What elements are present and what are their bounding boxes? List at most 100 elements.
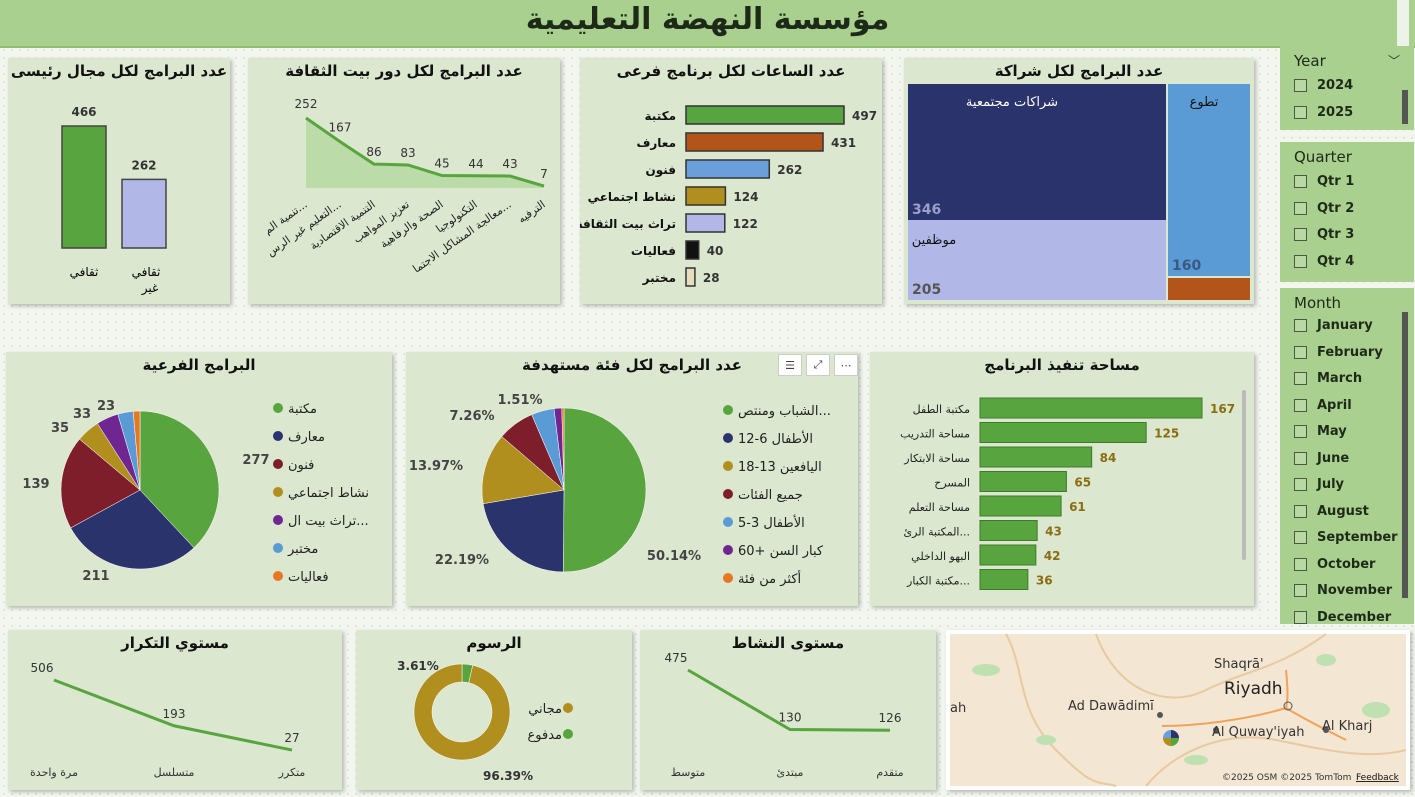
slicer-item[interactable]: December — [1294, 610, 1391, 624]
chart-repeat[interactable]: مستوي التكرار 506 193 27 مرة واحدة متسلسل متك… — [8, 630, 342, 790]
checkbox[interactable] — [1294, 584, 1307, 597]
legend-label[interactable]: تراث بيت ال... — [288, 514, 369, 529]
quarter-slicer[interactable]: Quarter Qtr 1 Qtr 2 Qtr 3 Qtr 4 — [1280, 142, 1414, 282]
slicer-item[interactable]: May — [1294, 424, 1347, 439]
legend-label[interactable]: فعاليات — [288, 570, 329, 585]
pie-slice[interactable] — [60, 438, 141, 529]
chart-fees[interactable]: الرسوم 3.61% 96.39% مجاني مدفوع — [356, 630, 632, 790]
chart-space[interactable]: مساحة تنفيذ البرنامج 167 مكتبة الطفل 125 مس… — [870, 352, 1254, 606]
legend-label[interactable]: مختبر — [287, 542, 318, 557]
bar[interactable] — [685, 105, 845, 125]
slicer-item[interactable]: November — [1294, 583, 1392, 598]
chart-subprograms[interactable]: البرامج الفرعية مكتبة معارف فنون نشاط اجتما… — [6, 352, 392, 606]
slicer-item[interactable]: June — [1294, 451, 1349, 466]
bar[interactable] — [685, 267, 696, 287]
treemap-cell-other[interactable] — [1168, 278, 1250, 300]
slicer-item[interactable]: January — [1294, 318, 1373, 333]
bar[interactable] — [979, 544, 1037, 566]
checkbox[interactable] — [1294, 531, 1307, 544]
checkbox[interactable] — [1294, 504, 1307, 518]
slicer-item[interactable]: March — [1294, 371, 1362, 386]
checkbox[interactable] — [1294, 372, 1307, 385]
bar[interactable] — [685, 132, 824, 152]
bar[interactable] — [979, 471, 1067, 492]
legend-label[interactable]: جميع الفئات — [738, 488, 803, 503]
chart-target[interactable]: عدد البرامج لكل فئة مستهدفة ☰ ⤢ ⋯ الشباب… — [406, 352, 858, 606]
slicer-item[interactable]: February — [1294, 345, 1383, 360]
slicer-item[interactable]: July — [1294, 477, 1344, 492]
year-slicer[interactable]: Year ﹀ 2024 2025 — [1280, 46, 1414, 130]
map-feedback-link[interactable]: Feedback — [1356, 773, 1400, 783]
scrollbar[interactable] — [1402, 90, 1408, 124]
bar[interactable] — [61, 125, 107, 249]
pie-slice[interactable] — [139, 410, 220, 549]
checkbox[interactable] — [1294, 478, 1307, 491]
focus-icon[interactable]: ⤢ — [806, 354, 830, 376]
pie-slice[interactable] — [132, 410, 141, 491]
bar[interactable] — [979, 397, 1203, 419]
chart-by-field[interactable]: عدد البرامج لكل مجال رئيسى 466 262 ثقافي ثق… — [8, 58, 230, 304]
checkbox[interactable] — [1294, 610, 1307, 624]
bar[interactable] — [685, 186, 727, 206]
legend-label[interactable]: مكتبة — [288, 402, 317, 417]
legend-label[interactable]: الشباب ومنتص... — [738, 404, 831, 419]
checkbox[interactable] — [1294, 345, 1307, 359]
legend-label[interactable]: أكثر من فئة — [738, 570, 801, 587]
checkbox[interactable] — [1294, 425, 1307, 438]
bar[interactable] — [979, 446, 1093, 468]
chart-hours[interactable]: عدد الساعات لكل برنامج فرعى 497 مكتبة 431 م… — [580, 58, 882, 304]
slicer-item[interactable]: April — [1294, 398, 1352, 413]
checkbox[interactable] — [1294, 79, 1307, 92]
pie-slice[interactable] — [481, 436, 565, 504]
map-svg[interactable]: Shaqrā' Riyadh Ad Dawādimī Al Quway'iyah… — [946, 630, 1410, 790]
bar[interactable] — [979, 520, 1038, 541]
legend-label[interactable]: الأطفال 3-5 — [738, 514, 805, 531]
slicer-item[interactable]: 2025 — [1294, 105, 1353, 120]
checkbox[interactable] — [1294, 106, 1307, 119]
legend-label[interactable]: مجاني — [528, 702, 562, 717]
scrollbar[interactable] — [1242, 390, 1246, 560]
scrollbar[interactable] — [1402, 312, 1408, 598]
chart-by-house[interactable]: عدد البرامج لكل دور بيت الثقافة 252 167 86… — [248, 58, 560, 304]
checkbox[interactable] — [1294, 319, 1307, 332]
legend-label[interactable]: نشاط اجتماعي — [288, 486, 369, 501]
slicer-item[interactable]: 2024 — [1294, 78, 1353, 93]
legend-label[interactable]: الأطفال 6-12 — [738, 430, 813, 447]
map-visual[interactable]: Shaqrā' Riyadh Ad Dawādimī Al Quway'iyah… — [946, 630, 1410, 790]
pie-slice[interactable] — [70, 489, 195, 570]
checkbox[interactable] — [1294, 398, 1307, 412]
bar[interactable] — [685, 159, 771, 179]
bar[interactable] — [979, 495, 1062, 517]
bar[interactable] — [685, 240, 700, 260]
treemap-cell-volunteer[interactable] — [1168, 84, 1250, 276]
pie-slice[interactable] — [482, 489, 565, 573]
slicer-item[interactable]: Qtr 1 — [1294, 174, 1354, 189]
slicer-item[interactable]: Qtr 3 — [1294, 227, 1354, 242]
legend-label[interactable]: اليافعين 13-18 — [738, 460, 822, 475]
slicer-item[interactable]: September — [1294, 530, 1398, 545]
pie-slice[interactable] — [563, 407, 647, 573]
scrollbar[interactable] — [1397, 0, 1409, 46]
pie-slice[interactable] — [413, 663, 511, 761]
legend-label[interactable]: معارف — [288, 430, 325, 445]
slicer-item[interactable]: August — [1294, 504, 1369, 519]
legend-label[interactable]: كبار السن +60 — [738, 544, 824, 559]
chart-activity[interactable]: مستوى النشاط 475 130 126 متوسط مبتدئ متقدم — [640, 630, 936, 790]
more-icon[interactable]: ⋯ — [834, 354, 858, 376]
slicer-item[interactable]: October — [1294, 557, 1375, 572]
slicer-item[interactable]: Qtr 4 — [1294, 254, 1354, 269]
checkbox[interactable] — [1294, 451, 1307, 465]
treemap-cell-staff[interactable] — [908, 220, 1166, 300]
bar[interactable] — [685, 213, 726, 233]
bar[interactable] — [979, 569, 1029, 590]
filter-icon[interactable]: ☰ — [778, 354, 802, 376]
legend-label[interactable]: فنون — [288, 458, 314, 473]
month-slicer[interactable]: Month January February March April May June Ju… — [1280, 288, 1414, 624]
chevron-down-icon[interactable]: ﹀ — [1387, 54, 1400, 68]
chart-partners[interactable]: عدد البرامج لكل شراكة شراكات مجتمعية 346… — [904, 58, 1254, 304]
bar[interactable] — [979, 422, 1147, 443]
slicer-item[interactable]: Qtr 2 — [1294, 201, 1354, 216]
bar[interactable] — [121, 178, 167, 249]
checkbox[interactable] — [1294, 557, 1307, 571]
pie-slice[interactable] — [561, 407, 565, 491]
